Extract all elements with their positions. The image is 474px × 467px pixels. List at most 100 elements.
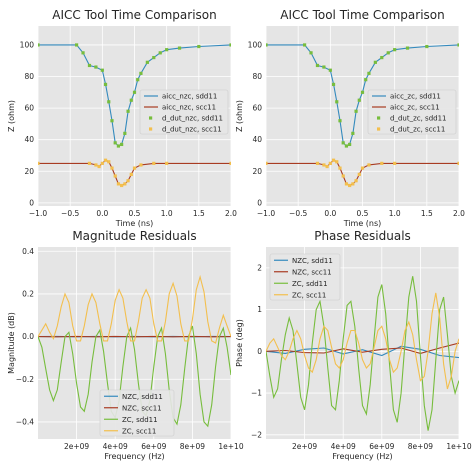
data-point-orange (357, 172, 361, 177)
data-point-orange (354, 179, 358, 183)
data-point-orange (116, 182, 121, 186)
x-axis-label: Time (ns) (343, 219, 382, 228)
legend-box (139, 89, 229, 135)
series-line-green (38, 325, 231, 428)
x-tick-label: 1.0 (389, 209, 401, 218)
data-point-green (425, 44, 429, 49)
data-point-green (113, 141, 117, 145)
data-point-orange (152, 161, 156, 165)
data-point-orange (120, 183, 124, 188)
data-point-orange (266, 161, 268, 165)
legend-marker-orange (377, 127, 381, 131)
x-tick-label: 0.0 (96, 209, 108, 218)
x-axis-label: Time (ns) (115, 219, 154, 228)
x-tick-label: 4e+09 (331, 442, 356, 451)
x-tick-label: 1.0 (161, 209, 173, 218)
data-point-green (229, 43, 231, 47)
legend-label: d_dut_zc, scc11 (390, 126, 445, 134)
legend-label: aicc_nzc, scc11 (162, 104, 216, 112)
x-tick-label: 1e+10 (446, 442, 471, 451)
x-axis-label: Frequency (Hz) (104, 452, 164, 461)
data-point-green (386, 51, 390, 55)
data-point-green (38, 43, 40, 47)
data-point-green (335, 100, 339, 104)
x-tick-label: 2.0 (453, 209, 465, 218)
data-point-green (351, 131, 355, 135)
chart-title: Phase Residuals (314, 229, 411, 243)
legend-label: ZC, scc11 (292, 291, 326, 299)
data-point-green (354, 109, 358, 113)
y-tick-label: 0.2 (22, 289, 34, 298)
legend-label: aicc_nzc, sdd11 (162, 93, 217, 101)
data-point-green (129, 98, 133, 102)
data-point-orange (129, 172, 133, 177)
x-tick-label: 2e+09 (64, 442, 89, 451)
y-tick-label: 40 (252, 135, 262, 144)
data-point-green (145, 60, 149, 64)
data-point-green (380, 55, 384, 60)
data-point-green (177, 46, 182, 50)
data-point-orange (348, 183, 352, 188)
data-point-orange (87, 161, 92, 165)
data-point-orange (325, 164, 329, 169)
legend-label: NZC, sdd11 (122, 393, 163, 401)
data-point-orange (165, 161, 169, 165)
y-tick-label: −0.2 (16, 375, 34, 384)
data-point-green (158, 51, 162, 55)
data-point-green (357, 98, 361, 102)
data-point-green (120, 142, 124, 147)
data-point-orange (393, 161, 397, 165)
x-tick-label: 6e+09 (369, 442, 394, 451)
data-point-orange (139, 163, 143, 167)
y-tick-label: −2 (251, 430, 262, 439)
y-axis-label: Phase (deg) (235, 319, 244, 367)
data-point-orange (331, 158, 336, 162)
data-point-orange (97, 164, 101, 169)
y-tick-label: 0.0 (22, 332, 34, 341)
data-point-orange (123, 182, 127, 186)
x-tick-label: 1.5 (421, 209, 433, 218)
x-tick-label: 1.5 (193, 209, 205, 218)
data-point-green (152, 55, 156, 60)
data-point-orange (103, 158, 108, 162)
legend-box (367, 89, 457, 135)
legend-label: NZC, scc11 (292, 268, 332, 276)
x-tick-label: 2e+09 (292, 442, 317, 451)
data-point-green (373, 60, 377, 64)
data-point-orange (328, 161, 332, 165)
legend-box (269, 253, 341, 301)
legend-label: aicc_zc, scc11 (390, 104, 440, 112)
y-axis-label: Z (ohm) (235, 100, 244, 132)
legend-label: d_dut_nzc, sdd11 (162, 115, 223, 123)
x-tick-label: −1.0 (257, 209, 275, 218)
y-tick-label: 0.4 (22, 247, 34, 256)
data-point-orange (341, 174, 345, 178)
data-point-green (87, 63, 92, 68)
y-tick-label: 80 (252, 72, 262, 81)
data-point-orange (126, 179, 130, 183)
y-tick-label: 60 (24, 104, 34, 113)
data-point-orange (344, 182, 349, 186)
data-point-green (81, 51, 85, 55)
data-point-orange (38, 161, 40, 165)
data-point-green (139, 71, 143, 75)
x-tick-label: −0.5 (289, 209, 307, 218)
data-point-green (100, 68, 104, 72)
data-point-green (103, 82, 108, 87)
data-point-green (348, 142, 352, 147)
data-point-green (266, 43, 268, 47)
data-point-green (393, 48, 397, 52)
legend-label: d_dut_zc, sdd11 (390, 115, 446, 123)
data-point-orange (94, 163, 98, 167)
y-tick-label: −0.4 (16, 417, 34, 426)
x-tick-label: 4e+09 (103, 442, 128, 451)
data-point-green (132, 90, 137, 94)
data-point-green (303, 43, 307, 47)
data-point-green (344, 144, 349, 148)
data-point-green (405, 46, 410, 50)
series-line-orange (38, 274, 231, 344)
legend-label: ZC, sdd11 (292, 280, 328, 288)
y-tick-label: 0 (29, 198, 34, 207)
data-point-green (197, 44, 201, 49)
